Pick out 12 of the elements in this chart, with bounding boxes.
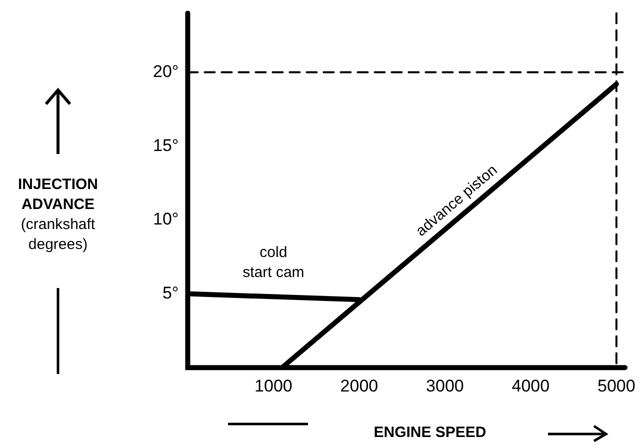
y-axis-title: INJECTION ADVANCE (crankshaft degrees) <box>18 176 98 253</box>
y-tick-label: 20° <box>152 62 179 81</box>
x-tick-label: 1000 <box>254 376 292 396</box>
x-tick-label: 3000 <box>426 376 464 396</box>
y-tick-label: 10° <box>152 210 179 229</box>
y-tick-label: 5° <box>162 283 179 302</box>
x-tick-label: 4000 <box>512 376 550 396</box>
x-tick-label: 2000 <box>340 376 378 396</box>
y-tick-label: 15° <box>152 136 179 155</box>
x-axis-title: ENGINE SPEED <box>372 424 488 441</box>
x-tick-label: 5000 <box>598 376 636 396</box>
series-label: cold start cam <box>242 244 304 281</box>
